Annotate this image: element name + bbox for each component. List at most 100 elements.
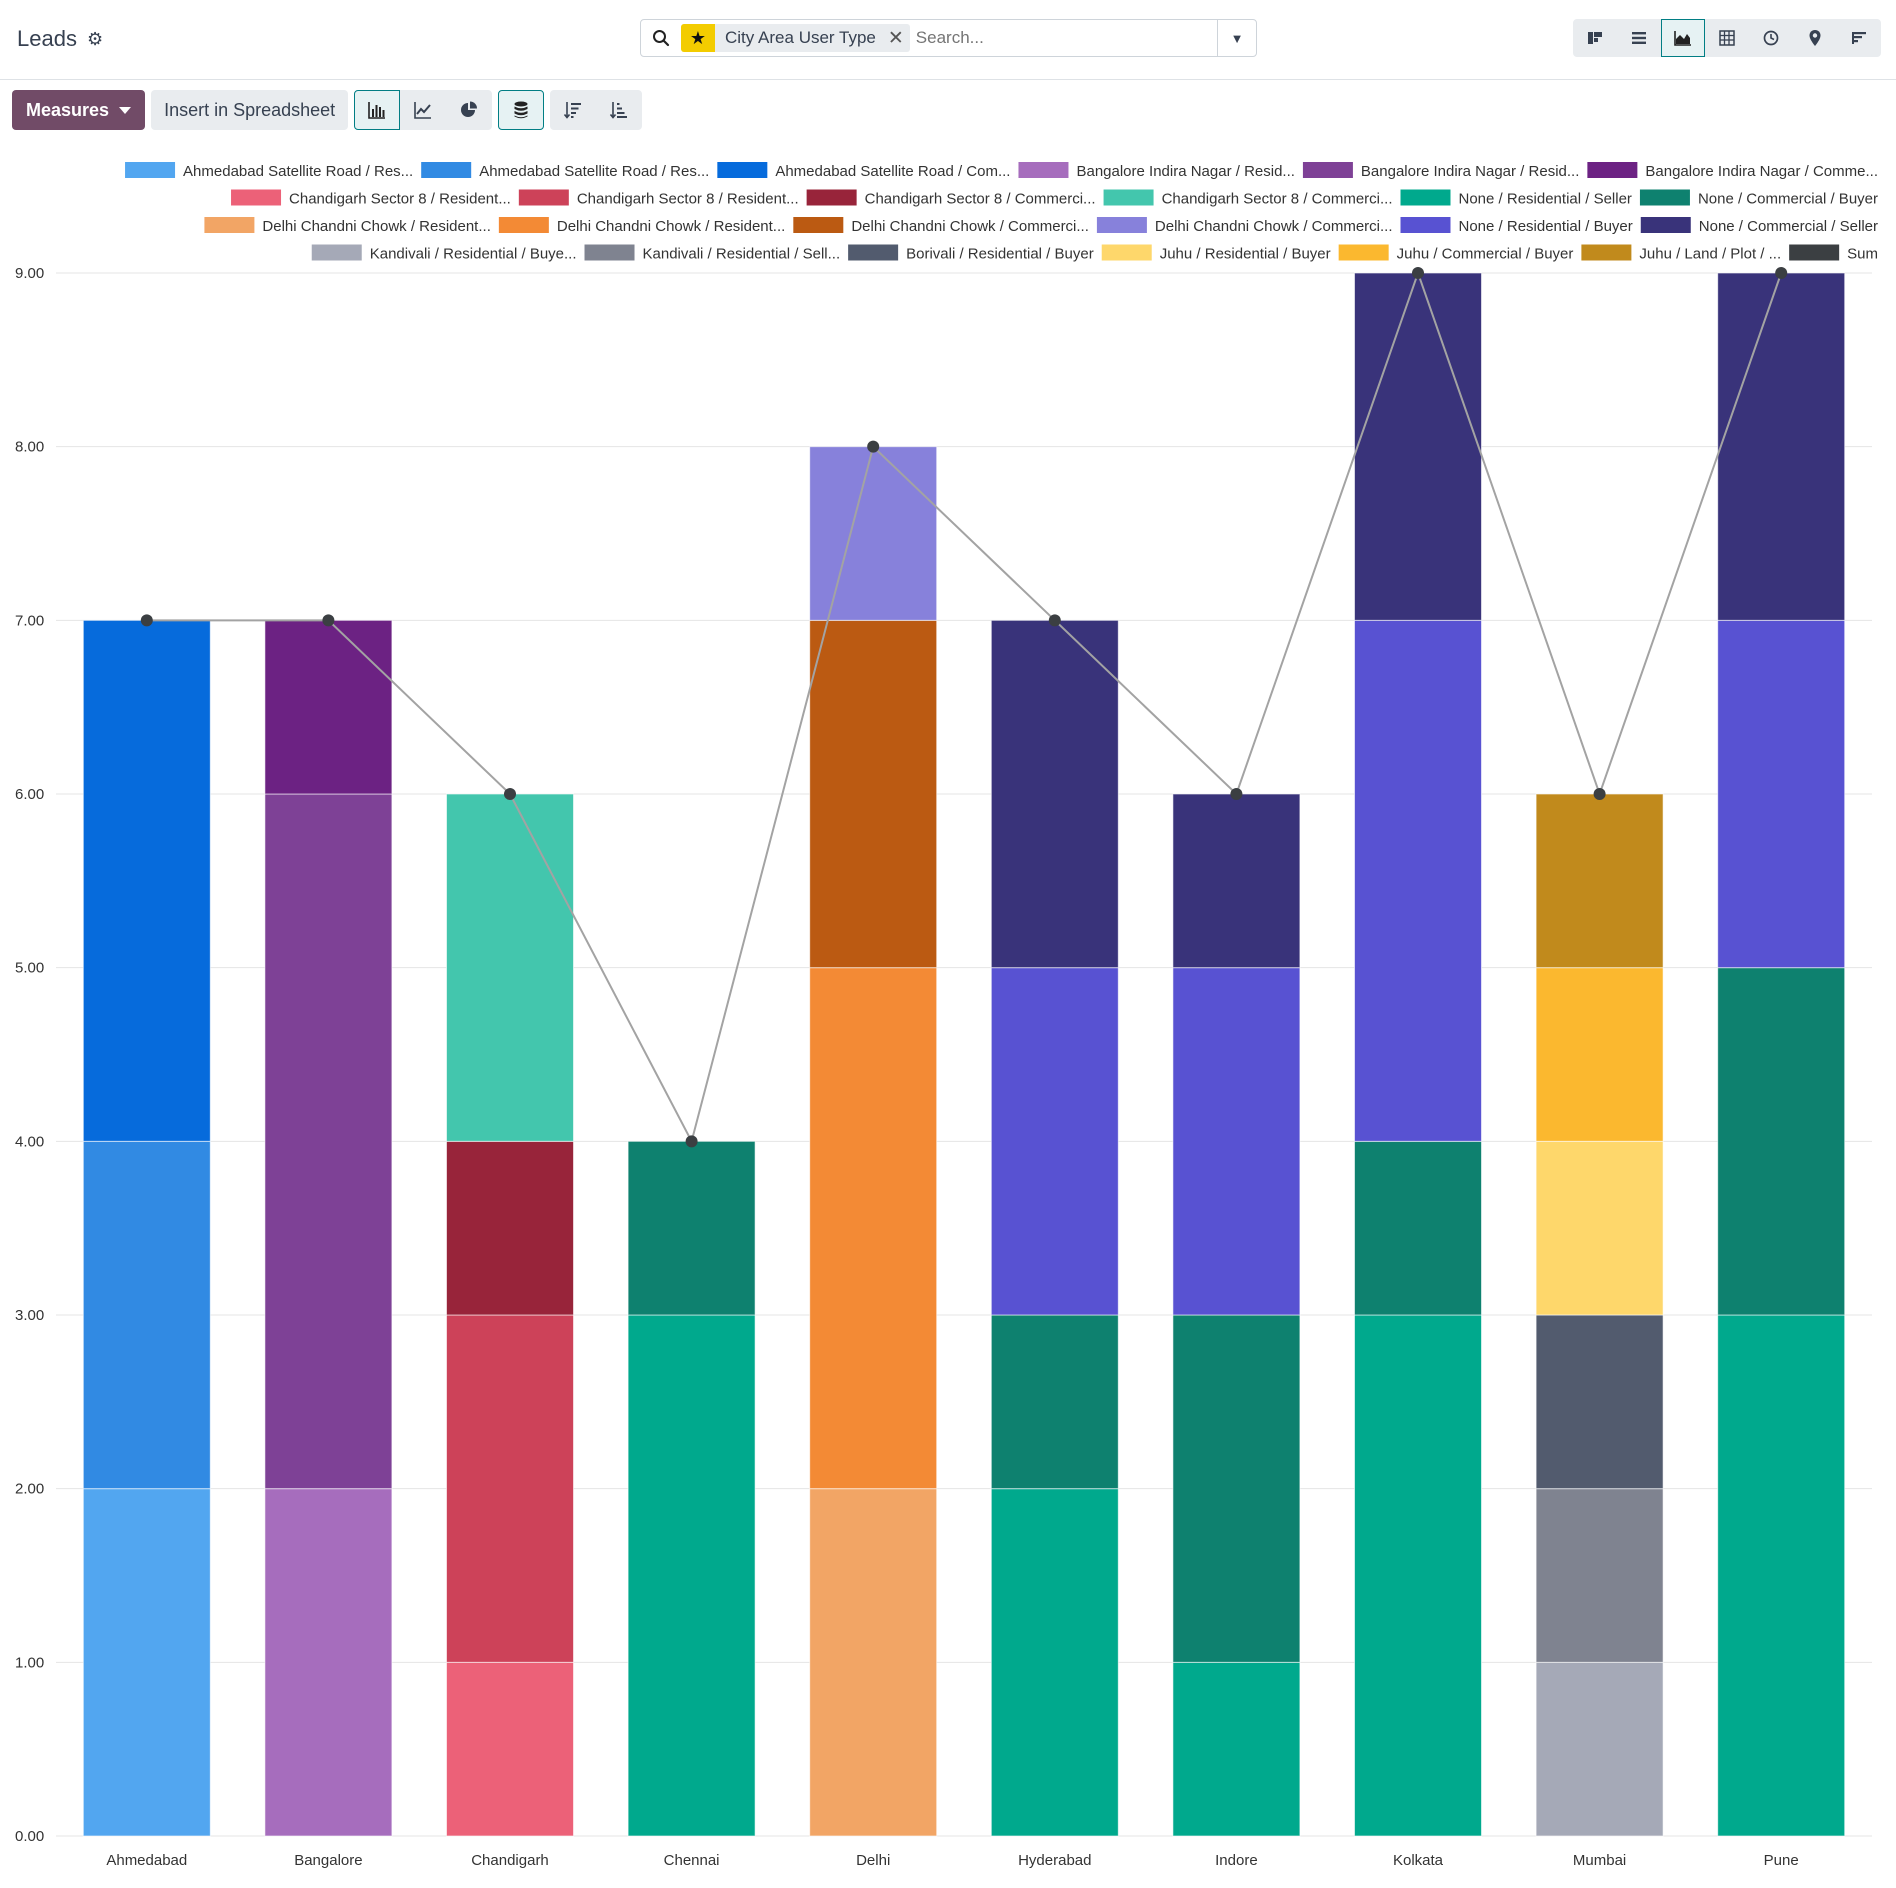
legend-item[interactable]: Ahmedabad Satellite Road / Com... (717, 162, 1010, 180)
bar-segment[interactable] (809, 619, 938, 969)
sum-point[interactable] (140, 614, 153, 627)
map-view-button[interactable] (1793, 19, 1837, 57)
bar-segment[interactable] (1354, 619, 1482, 1142)
bar-segment[interactable] (990, 967, 1119, 1316)
sum-point[interactable] (1230, 788, 1243, 800)
sort-descending-icon (564, 102, 582, 119)
legend-swatch (1639, 189, 1690, 206)
bar-segment[interactable] (1354, 1314, 1482, 1837)
bar-segment[interactable] (990, 1314, 1119, 1490)
bar-segment[interactable] (1535, 967, 1664, 1142)
legend-item[interactable]: None / Residential / Buyer (1400, 217, 1633, 235)
sum-point[interactable] (322, 614, 335, 627)
legend-item[interactable]: Ahmedabad Satellite Road / Res... (421, 162, 709, 180)
sum-point[interactable] (1412, 267, 1424, 279)
bar-segment[interactable] (1535, 793, 1664, 969)
bar-segment[interactable] (446, 793, 574, 1142)
bar-segment[interactable] (809, 967, 938, 1490)
bar-segment[interactable] (446, 1661, 574, 1837)
y-tick-label: 6.00 (15, 786, 44, 803)
legend-item[interactable]: Juhu / Land / Plot / ... (1581, 244, 1781, 263)
bar-segment[interactable] (1717, 967, 1846, 1316)
legend-item[interactable]: Bangalore Indira Nagar / Resid... (1018, 162, 1295, 180)
bar-segment[interactable] (82, 619, 211, 1142)
graph-view-button[interactable] (1661, 19, 1705, 57)
pivot-view-button[interactable] (1705, 19, 1749, 57)
legend-item[interactable]: Ahmedabad Satellite Road / Res... (125, 162, 413, 180)
activity-view-button[interactable] (1749, 19, 1793, 57)
x-tick-label: Mumbai (1573, 1852, 1626, 1869)
insert-label: Insert in Spreadsheet (164, 99, 336, 120)
bar-segment[interactable] (809, 446, 938, 621)
bar-segment[interactable] (1172, 1314, 1301, 1663)
stacked-toggle-button[interactable] (498, 90, 545, 130)
remove-facet-icon[interactable]: ✕ (887, 27, 904, 49)
bar-segment[interactable] (1535, 1661, 1664, 1837)
bar-segment[interactable] (627, 1140, 756, 1316)
insert-in-spreadsheet-button[interactable]: Insert in Spreadsheet (151, 90, 349, 130)
bar-segment[interactable] (1717, 272, 1846, 621)
legend-item[interactable]: Bangalore Indira Nagar / Comme... (1587, 162, 1878, 180)
legend-item[interactable]: Chandigarh Sector 8 / Commerci... (1103, 189, 1393, 208)
legend-item[interactable]: None / Commercial / Buyer (1639, 189, 1878, 208)
search-options-toggle[interactable]: ▼ (1217, 20, 1256, 56)
page-title[interactable]: Leads (17, 26, 77, 51)
bar-segment[interactable] (1172, 793, 1301, 969)
legend-item[interactable]: Bangalore Indira Nagar / Resid... (1302, 162, 1579, 180)
bar-segment[interactable] (1535, 1314, 1664, 1490)
legend-item[interactable]: Delhi Chandni Chowk / Resident... (498, 217, 785, 235)
legend-item[interactable]: Chandigarh Sector 8 / Commerci... (806, 189, 1096, 208)
line-chart-button[interactable] (400, 90, 447, 130)
bar-segment[interactable] (990, 1488, 1119, 1837)
legend-item[interactable]: None / Commercial / Seller (1640, 217, 1878, 235)
legend-item[interactable]: Borivali / Residential / Buyer (848, 244, 1094, 263)
bar-segment[interactable] (1354, 272, 1482, 621)
legend-item[interactable]: Kandivali / Residential / Sell... (584, 244, 841, 263)
bar-segment[interactable] (1535, 1488, 1664, 1663)
list-view-button[interactable] (1617, 19, 1661, 57)
sum-point[interactable] (867, 440, 880, 453)
bar-segment[interactable] (1717, 1314, 1846, 1837)
bar-chart-button[interactable] (354, 90, 401, 130)
bar-segment[interactable] (1172, 967, 1301, 1316)
legend-item[interactable]: Chandigarh Sector 8 / Resident... (518, 189, 799, 208)
bar-segment[interactable] (82, 1140, 211, 1490)
legend-item[interactable]: Delhi Chandni Chowk / Resident... (204, 217, 491, 235)
search-input[interactable] (909, 27, 1217, 49)
bar-segment[interactable] (264, 1488, 393, 1837)
sum-point[interactable] (1775, 267, 1788, 279)
legend-item[interactable]: Delhi Chandni Chowk / Commerci... (1096, 217, 1393, 235)
bar-segment[interactable] (990, 619, 1119, 969)
sum-point[interactable] (1048, 614, 1061, 627)
sum-point[interactable] (504, 788, 516, 800)
measures-dropdown-button[interactable]: Measures (12, 90, 146, 130)
bar-segment[interactable] (809, 1488, 938, 1837)
cohort-view-button[interactable] (1837, 19, 1881, 57)
legend-item[interactable]: Delhi Chandni Chowk / Commerci... (793, 217, 1089, 235)
pie-chart-button[interactable] (446, 90, 493, 130)
legend-item[interactable]: Chandigarh Sector 8 / Resident... (231, 189, 511, 208)
bar-segment[interactable] (627, 1314, 756, 1837)
legend-item[interactable]: None / Residential / Seller (1400, 189, 1632, 208)
legend-item[interactable]: Juhu / Commercial / Buyer (1338, 244, 1574, 263)
search-icon[interactable] (641, 29, 681, 47)
bar-segment[interactable] (446, 1314, 574, 1663)
sort-descending-button[interactable] (550, 90, 597, 130)
bar-segment[interactable] (446, 1140, 574, 1316)
bar-segment[interactable] (1717, 619, 1846, 969)
bar-segment[interactable] (264, 619, 393, 795)
sum-point[interactable] (1593, 788, 1606, 800)
kanban-view-button[interactable] (1573, 19, 1617, 57)
map-marker-icon (1809, 30, 1821, 46)
legend-item[interactable]: Kandivali / Residential / Buye... (311, 244, 577, 263)
bar-segment[interactable] (82, 1488, 211, 1837)
bar-segment[interactable] (1354, 1140, 1482, 1316)
sum-point[interactable] (685, 1135, 698, 1148)
bar-segment[interactable] (1172, 1661, 1301, 1837)
legend-item[interactable]: Juhu / Residential / Buyer (1101, 244, 1331, 263)
legend-item[interactable]: Sum (1789, 244, 1878, 263)
sort-ascending-button[interactable] (596, 90, 643, 130)
bar-segment[interactable] (1535, 1140, 1664, 1316)
bar-segment[interactable] (264, 793, 393, 1490)
gear-icon[interactable]: ⚙ (86, 28, 104, 49)
